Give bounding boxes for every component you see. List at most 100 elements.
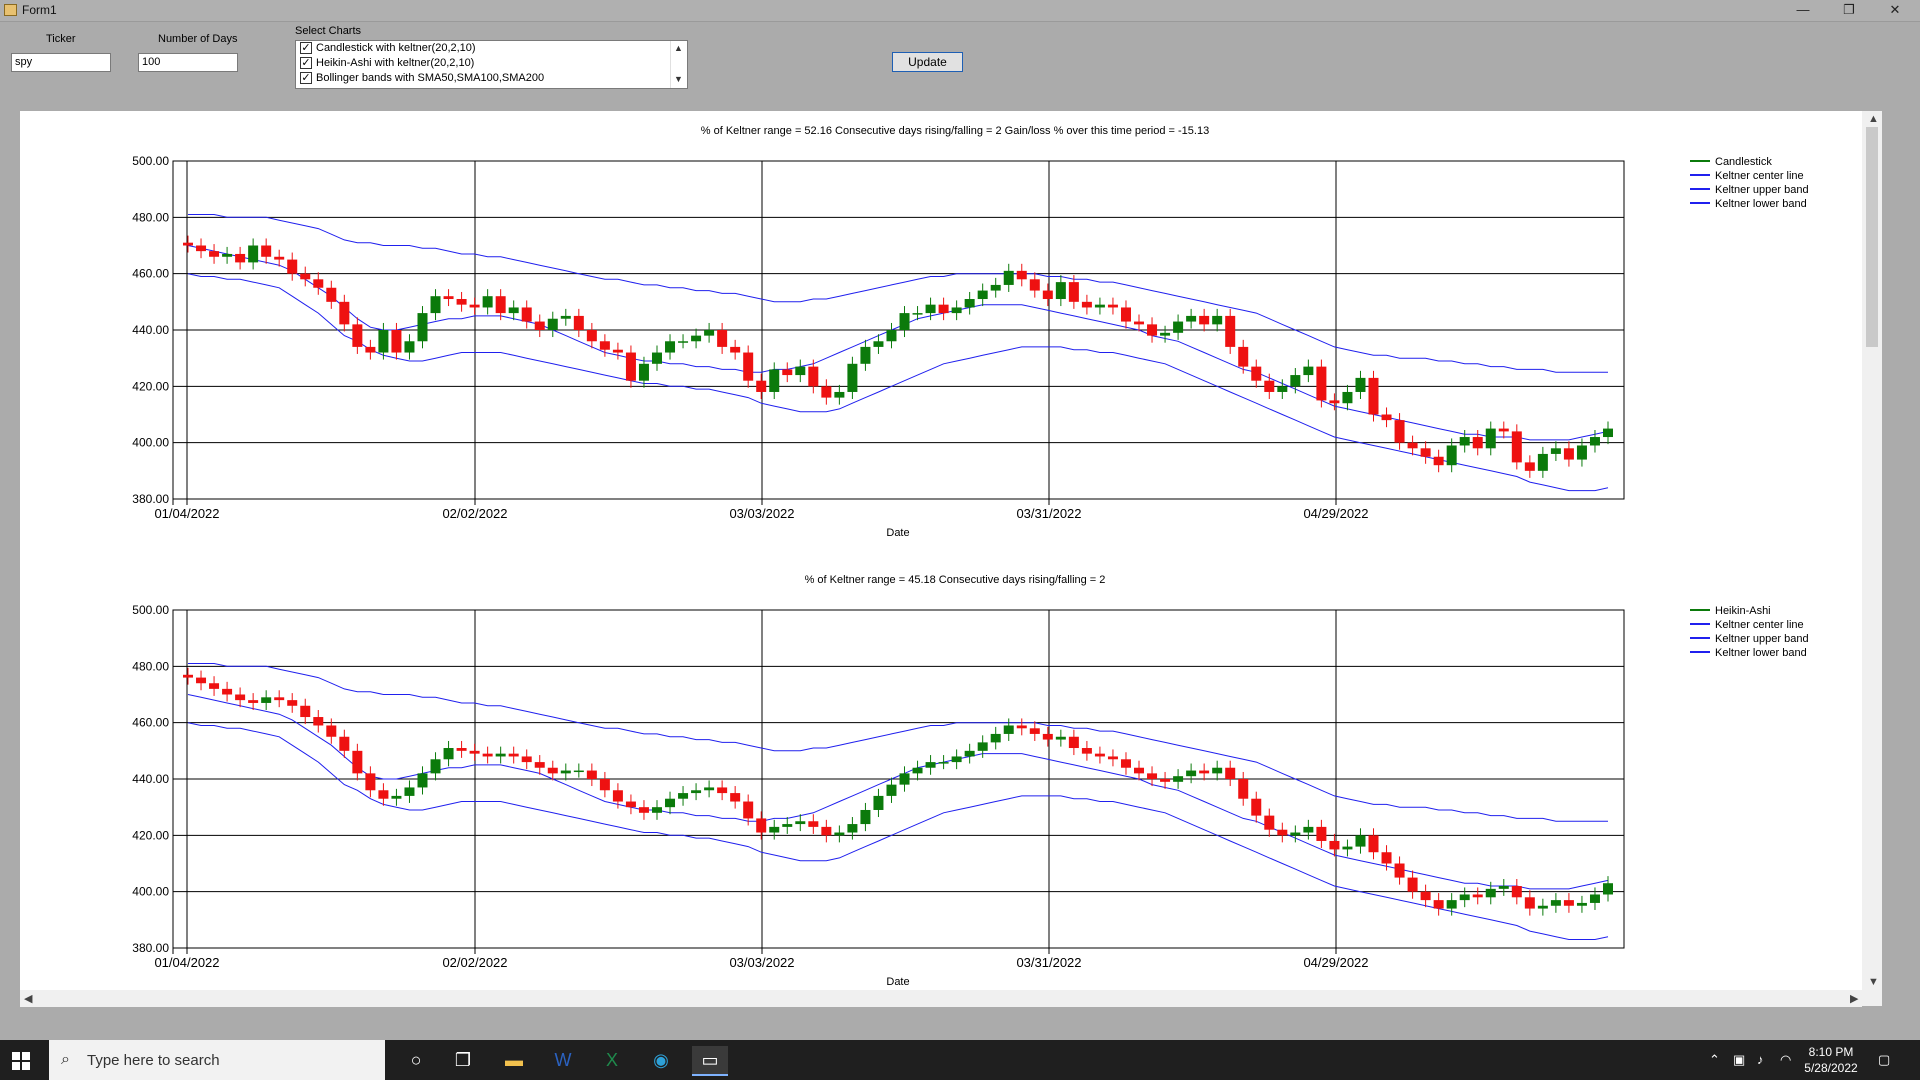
scroll-right-icon[interactable]: ▶ [1850,993,1859,1005]
windows-start-icon[interactable] [12,1052,30,1070]
keltner-band-line [187,273,1609,492]
candle-body [1094,304,1105,308]
excel-icon[interactable]: X [605,1050,618,1070]
scroll-down-icon[interactable]: ▼ [1868,976,1879,988]
y-tick-label: 440.00 [132,323,169,337]
ticker-label: Ticker [46,33,76,45]
scroll-left-icon[interactable]: ◀ [24,993,33,1005]
candle-body [899,313,910,330]
candle-body [1173,776,1184,782]
show-hidden-icons-icon[interactable]: ⌃ [1709,1052,1720,1067]
candle-body [521,307,532,322]
checkbox-checked-icon[interactable]: ✓ [300,72,312,84]
chart-option-label: Bollinger bands with SMA50,SMA100,SMA200 [316,72,545,84]
volume-icon[interactable]: ♪ [1757,1052,1764,1067]
candle-body [1134,321,1145,325]
days-input[interactable]: 100 [138,53,238,72]
candle-body [678,341,689,343]
chart-option-heikin-ashi[interactable]: ✓ Heikin-Ashi with keltner(20,2,10) [296,56,687,71]
restore-button[interactable]: ❐ [1843,2,1855,17]
candle-body [1120,759,1131,768]
candle-body [534,321,545,330]
chart-panel: % of Keltner range = 52.16 Consecutive d… [20,111,1882,1006]
candle-body [1212,767,1223,774]
cortana-icon[interactable]: ○ [410,1050,422,1070]
candle-body [951,307,962,314]
panel-horizontal-scrollbar[interactable]: ◀ ▶ [20,990,1862,1007]
panel-vertical-scrollbar[interactable]: ▲ ▼ [1862,111,1882,1006]
candle-body [964,299,975,308]
candle-body [1199,315,1210,325]
title-bar: Form1 — ❐ ✕ [0,0,1920,22]
candle-body [573,315,584,330]
candle-body [1290,375,1301,387]
checkbox-checked-icon[interactable]: ✓ [300,57,312,69]
chart-selection-list[interactable]: ✓ Candlestick with keltner(20,2,10) ✓ Heik… [295,40,688,89]
task-view-icon[interactable]: ❐ [454,1050,472,1070]
legend-label: Keltner upper band [1715,184,1809,196]
window-title: Form1 [22,3,57,17]
minimize-button[interactable]: — [1796,2,1810,17]
word-icon[interactable]: W [554,1050,572,1070]
candle-body [534,762,545,768]
candle-body [1524,897,1535,909]
form-app-icon[interactable]: ▭ [692,1046,728,1076]
scroll-down-icon[interactable]: ▼ [674,74,683,84]
scroll-up-icon[interactable]: ▲ [674,43,683,53]
candle-body [1446,445,1457,466]
clock-date: 5/28/2022 [1804,1061,1858,1075]
candle-body [1603,883,1613,895]
select-charts-label: Select Charts [295,25,362,37]
chart-option-candlestick[interactable]: ✓ Candlestick with keltner(20,2,10) [296,41,687,56]
legend-label: Keltner center line [1715,619,1804,631]
candle-body [469,750,480,754]
candle-body [651,352,662,364]
candle-body [1459,437,1470,446]
y-tick-label: 500.00 [132,154,169,168]
candle-body [209,683,220,689]
candle-body [1016,270,1027,280]
candle-body [209,251,220,257]
candle-body [287,259,298,274]
notifications-icon[interactable]: ▢ [1878,1052,1891,1067]
ticker-input[interactable]: spy [11,53,111,72]
candle-body [1068,736,1079,749]
candle-body [495,753,506,757]
y-tick-label: 380.00 [132,941,169,955]
candle-body [1134,767,1145,774]
candle-body [547,767,558,774]
y-tick-label: 460.00 [132,716,169,730]
candle-body [248,700,259,703]
candle-body [196,677,207,684]
candle-body [691,790,702,794]
scroll-thumb[interactable] [1866,127,1878,347]
candle-body [261,245,272,257]
candle-body [274,697,285,701]
candle-body [287,700,298,706]
candle-body [925,762,936,768]
update-button[interactable]: Update [892,52,963,72]
meet-now-icon[interactable]: ▣ [1733,1052,1746,1067]
candle-body [1238,779,1249,799]
candle-body [404,787,415,796]
x-tick-label: 04/29/2022 [1303,955,1368,970]
candle-body [391,330,402,353]
taskbar-search-box[interactable]: ⌕ Type here to search [49,1040,385,1080]
candle-body [300,273,311,280]
file-explorer-icon[interactable]: ▬ [505,1050,523,1070]
edge-icon[interactable]: ◉ [653,1050,669,1070]
candle-body [378,790,389,799]
network-icon[interactable]: ◠ [1780,1052,1792,1067]
list-scrollbar[interactable]: ▲ ▼ [670,41,687,88]
chart-option-bollinger[interactable]: ✓ Bollinger bands with SMA50,SMA100,SMA20… [296,71,687,86]
candle-body [1212,315,1223,325]
candle-body [977,742,988,751]
y-tick-label: 460.00 [132,267,169,281]
candle-body [352,324,363,347]
clock[interactable]: 8:10 PM 5/28/2022 [1796,1044,1866,1076]
checkbox-checked-icon[interactable]: ✓ [300,42,312,54]
x-tick-label: 04/29/2022 [1303,506,1368,521]
scroll-up-icon[interactable]: ▲ [1868,113,1879,125]
candle-body [1042,733,1053,740]
close-button[interactable]: ✕ [1889,2,1901,17]
